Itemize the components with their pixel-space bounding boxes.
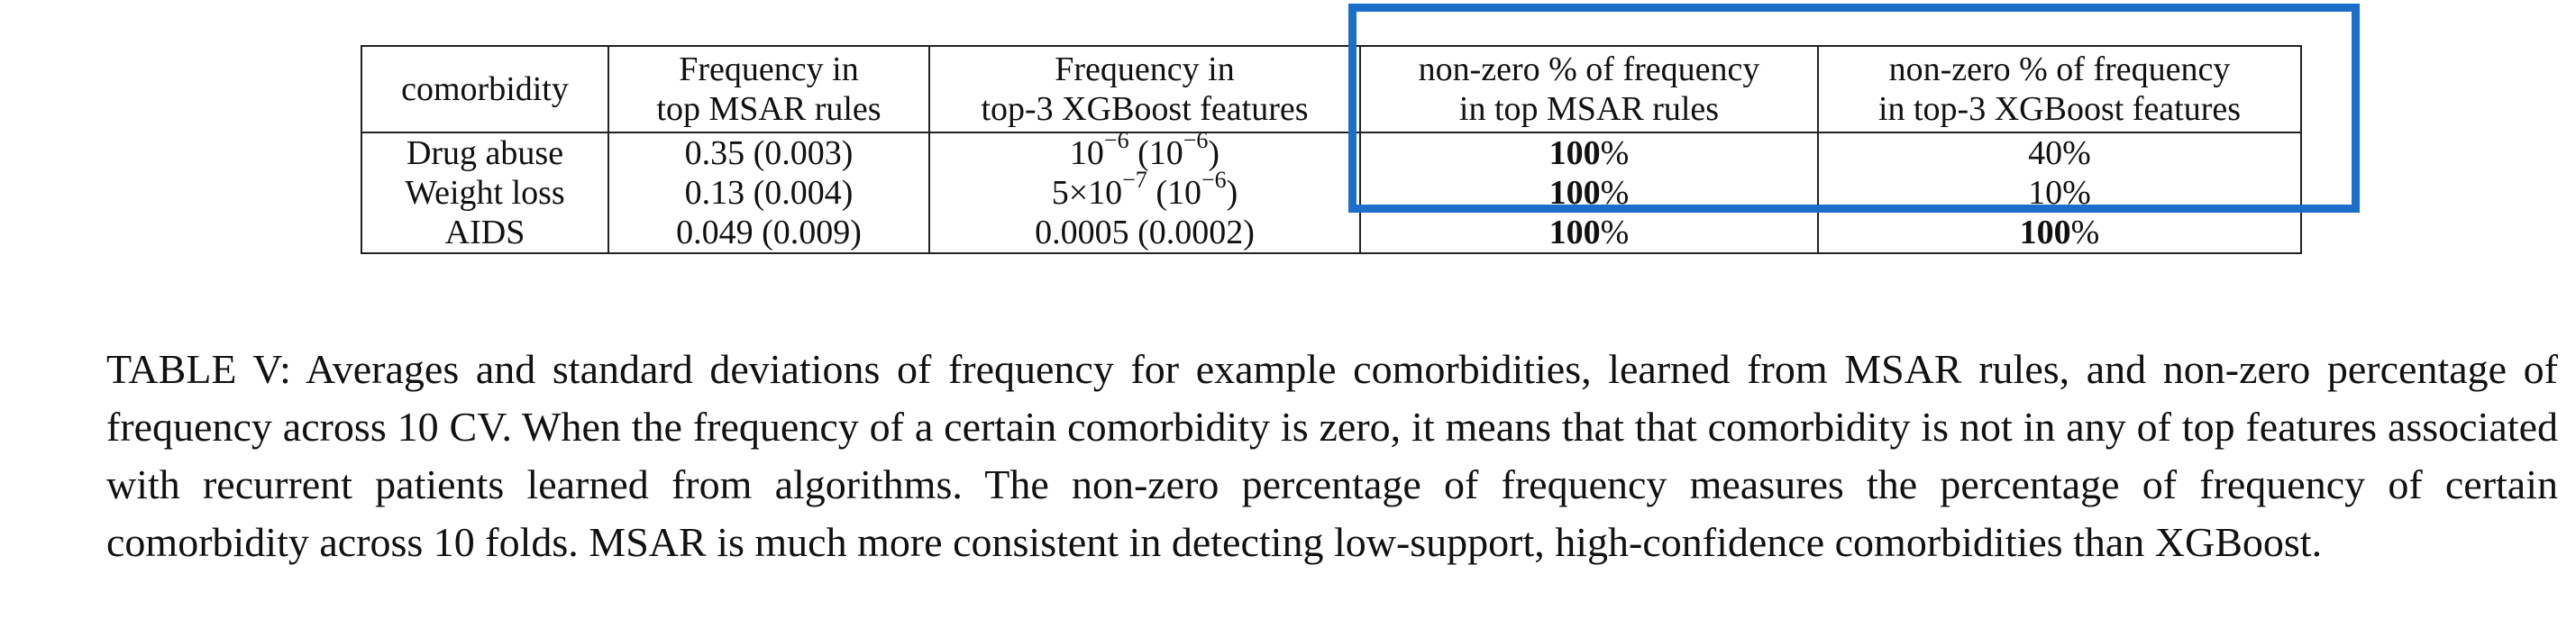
table-row: Drug abuse 0.35 (0.003) 10−6 (10−6) 100%…: [361, 129, 2302, 173]
value-exponent: −6: [1103, 127, 1129, 154]
value-number: 40: [2028, 134, 2063, 172]
value-number: 100: [2019, 214, 2071, 251]
header-text: Frequency in: [1055, 50, 1235, 88]
value-percent-sign: %: [1600, 214, 1630, 251]
table-caption: TABLE V: Averages and standard deviation…: [106, 346, 2558, 565]
header-text: comorbidity: [401, 70, 569, 108]
header-text: non-zero % of frequency: [1888, 50, 2231, 88]
value-percent-sign: %: [2070, 214, 2100, 251]
cell-xgboost-nonzero: 40%: [1817, 132, 2302, 173]
cell-msar-nonzero: 100%: [1359, 213, 1819, 254]
value-number: 100: [1548, 214, 1601, 251]
value-percent-sign: %: [1600, 134, 1630, 172]
cell-comorbidity: AIDS: [361, 213, 609, 254]
header-text: top MSAR rules: [656, 90, 882, 128]
value-exponent: −7: [1122, 167, 1147, 194]
cell-xgboost-frequency: 0.0005 (0.0002): [928, 213, 1361, 254]
header-comorbidity: comorbidity: [361, 45, 609, 133]
cell-msar-nonzero: 100%: [1359, 132, 1819, 173]
value-base: 5×10: [1051, 174, 1123, 212]
cell-comorbidity: Weight loss: [361, 173, 609, 213]
cell-xgboost-frequency: 10−6 (10−6): [928, 129, 1361, 173]
cell-msar-frequency: 0.13 (0.004): [607, 173, 930, 213]
value-exponent: −6: [1183, 127, 1209, 154]
header-xgboost-nonzero: non-zero % of frequency in top-3 XGBoost…: [1817, 45, 2302, 133]
header-msar-nonzero: non-zero % of frequency in top MSAR rule…: [1359, 45, 1819, 133]
value-number: 100: [1548, 134, 1601, 172]
header-text: in top MSAR rules: [1458, 90, 1720, 128]
cell-msar-frequency: 0.049 (0.009): [607, 213, 930, 254]
value-base: 10: [1069, 134, 1104, 172]
header-text: Frequency in: [679, 50, 859, 88]
header-xgboost-frequency: Frequency in top-3 XGBoost features: [928, 45, 1361, 133]
comorbidity-table: comorbidity Frequency in top MSAR rules …: [361, 45, 2302, 254]
table-row: AIDS 0.049 (0.009) 0.0005 (0.0002) 100% …: [361, 213, 2302, 254]
cell-xgboost-frequency: 5×10−7 (10−6): [928, 169, 1361, 213]
value-percent-sign: %: [2062, 134, 2091, 172]
cell-comorbidity: Drug abuse: [361, 132, 609, 173]
value-exponent: −6: [1201, 167, 1227, 194]
table-header-row: comorbidity Frequency in top MSAR rules …: [361, 45, 2302, 133]
value-base: 10: [1148, 134, 1183, 172]
header-msar-frequency: Frequency in top MSAR rules: [607, 45, 930, 133]
header-text: non-zero % of frequency: [1418, 50, 1760, 88]
cell-xgboost-nonzero: 100%: [1817, 213, 2302, 254]
cell-msar-frequency: 0.35 (0.003): [607, 132, 930, 173]
header-text: in top-3 XGBoost features: [1877, 90, 2242, 128]
highlight-box: [1348, 4, 2360, 213]
header-text: top-3 XGBoost features: [981, 90, 1309, 128]
value-base: 10: [1166, 174, 1201, 212]
table-row: Weight loss 0.13 (0.004) 5×10−7 (10−6) 1…: [361, 169, 2302, 213]
